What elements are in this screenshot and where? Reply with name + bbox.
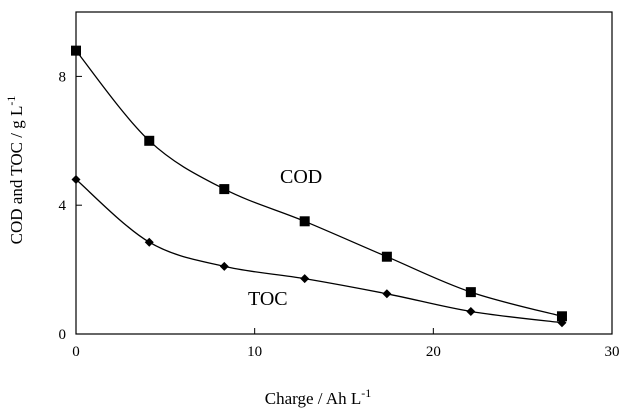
x-tick-label: 30: [605, 344, 620, 360]
data-point-toc: [557, 318, 567, 328]
data-point-toc: [300, 274, 310, 284]
data-point-cod: [71, 45, 81, 56]
x-axis-label: Charge / Ah L-1: [265, 386, 371, 408]
series-label-cod: COD: [280, 166, 322, 188]
data-point-cod: [299, 216, 310, 227]
axes: 0 10 20 30 0 4 8: [59, 69, 620, 360]
series-line-toc: [75, 178, 563, 324]
data-point-toc: [219, 261, 229, 271]
data-point-toc: [71, 174, 81, 184]
plot-frame: [75, 11, 613, 335]
data-point-toc: [466, 306, 476, 316]
x-tick-label: 10: [247, 344, 262, 360]
data-point-cod: [219, 184, 230, 195]
data-point-toc: [382, 289, 392, 299]
x-axis-label-superscript: -1: [361, 386, 371, 400]
series-layer: [71, 45, 567, 328]
data-point-cod: [556, 311, 567, 322]
y-tick-label: 0: [59, 327, 67, 343]
y-tick-label: 8: [59, 69, 67, 85]
data-point-cod: [381, 251, 392, 262]
y-tick-label: 4: [59, 198, 67, 214]
x-tick-label: 0: [72, 344, 80, 360]
data-point-cod: [144, 135, 155, 146]
y-axis-label: COD and TOC / g L-1: [4, 96, 26, 245]
x-tick-label: 20: [426, 344, 441, 360]
data-point-cod: [465, 287, 476, 298]
data-point-toc: [144, 237, 154, 247]
y-axis-label-superscript: -1: [4, 96, 18, 106]
series-label-toc: TOC: [248, 288, 288, 310]
